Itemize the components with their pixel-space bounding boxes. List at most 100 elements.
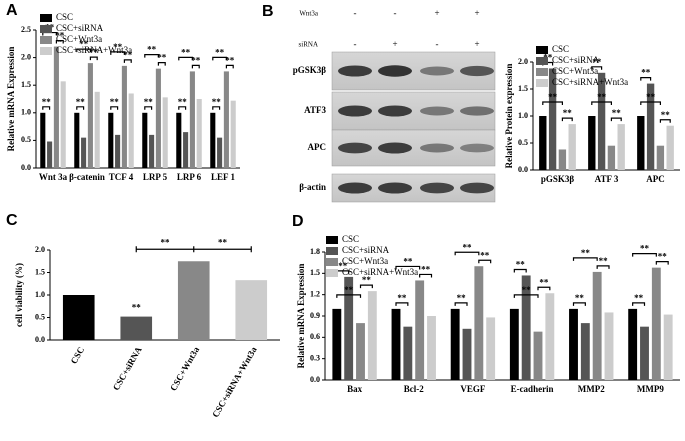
sig-label: ** [132,303,142,313]
blot-band [420,106,454,116]
blot-band [378,65,412,77]
y-tick-label: 0.0 [518,165,528,174]
legend-swatch [536,68,548,76]
y-tick-label: 2.0 [21,52,31,61]
sig-bracket [55,39,64,44]
x-tick-label: CSC [69,345,87,366]
y-tick-label: 1.0 [35,290,45,299]
sig-bracket [178,56,193,61]
sig-label: ** [581,248,591,258]
bar [597,72,606,170]
sig-bracket [537,286,551,291]
legend-label: CSC [552,44,569,54]
legend-swatch [536,79,548,87]
legend-label: CSC+siRNA+Wnt3a [56,45,132,55]
bar [81,137,87,168]
sig-label: ** [661,110,671,120]
sig-bracket [640,101,661,105]
bar [588,116,596,170]
legend-label: CSC+siRNA [56,23,104,33]
sig-label: ** [563,108,573,118]
y-tick-label: 2.0 [518,57,528,66]
condition-sign: - [436,39,439,49]
legend-label: CSC+Wnt3a [56,34,102,44]
y-tick-label: 1.5 [21,80,31,89]
sig-bracket [212,106,221,110]
x-tick-label: TCF 4 [109,172,134,182]
panel-label: D [292,213,304,230]
bar [344,276,354,380]
legend-label: CSC+Wnt3a [552,66,598,76]
sig-label: ** [191,55,201,65]
bar [53,46,59,169]
bar [176,112,182,168]
x-tick-label: Wnt 3a [39,172,68,182]
sig-bracket [419,273,433,278]
sig-label: ** [110,97,120,107]
y-tick-label: 1.0 [21,108,31,117]
y-tick-label: 2.0 [35,245,45,254]
legend-label: CSC [342,234,359,244]
blot-band [420,66,454,76]
bar [521,275,531,380]
x-tick-label: MMP2 [578,384,605,394]
y-tick-label: 2.5 [21,25,31,34]
sig-label: ** [658,252,668,262]
y-axis-label: cell viability (%) [14,263,24,327]
sig-bracket [591,101,612,105]
legend-swatch [326,258,338,266]
sig-label: ** [640,244,650,254]
bar [162,97,168,168]
blot-band [338,182,372,194]
legend-swatch [536,46,548,54]
sig-bracket [212,56,227,61]
condition-sign: - [394,8,397,18]
bar [235,280,268,340]
x-tick-label: APC [646,174,665,184]
x-tick-label: VEGF [460,384,486,394]
sig-label: ** [147,45,157,55]
sig-bracket [596,265,610,269]
sig-label: ** [344,285,354,295]
legend-label: CSC+siRNA+Wnt3a [342,267,418,277]
blot-band [420,182,454,194]
bar [391,308,401,380]
y-tick-label: 0.5 [518,138,528,147]
y-axis-label: Relative mRNA Expression [296,264,306,369]
legend-label: CSC+siRNA [342,245,390,255]
sig-bracket [395,265,421,270]
sig-label: ** [157,53,167,63]
y-tick-label: 0.0 [21,163,31,172]
y-axis-label: Relative mRNA Expression [6,47,16,152]
sig-label: ** [212,97,222,107]
blot-band [460,143,494,153]
sig-bracket [76,48,91,53]
sig-bracket [640,77,652,81]
x-tick-label: Bcl-2 [404,384,424,394]
sig-bracket [610,117,622,122]
legend-swatch [40,36,52,44]
condition-sign: + [474,39,479,49]
bar [663,314,673,380]
sig-label: ** [634,293,644,303]
legend-swatch [326,269,338,277]
sig-label: ** [144,97,154,107]
y-tick-label: 1.2 [310,289,320,298]
sig-label: ** [338,261,348,271]
bar [415,280,425,380]
sig-bracket [110,106,119,110]
y-tick-label: 0.0 [310,375,320,384]
bar [217,137,223,168]
y-tick-label: 1.0 [518,111,528,120]
bar [183,132,189,168]
bar [108,112,114,168]
blot-band [378,182,412,194]
bar [62,295,95,340]
bar [474,266,484,380]
bar [155,68,161,168]
blot-row-label: APC [308,142,327,152]
sig-bracket [336,294,362,298]
sig-label: ** [178,97,188,107]
sig-label: ** [403,257,413,267]
y-tick-label: 1.5 [35,267,45,276]
